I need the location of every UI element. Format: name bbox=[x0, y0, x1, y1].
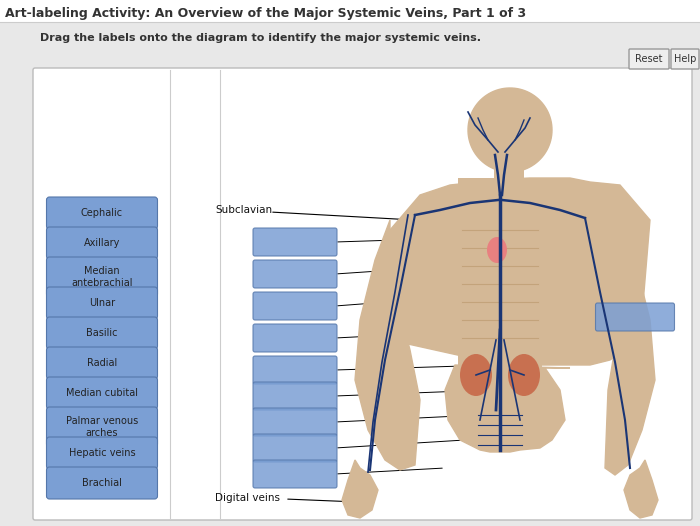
Polygon shape bbox=[390, 178, 650, 365]
Bar bbox=[0, 0, 700, 22]
Text: Axillary: Axillary bbox=[84, 238, 120, 248]
FancyBboxPatch shape bbox=[46, 437, 158, 469]
FancyBboxPatch shape bbox=[671, 49, 699, 69]
Polygon shape bbox=[468, 88, 552, 172]
Text: Brachial: Brachial bbox=[82, 478, 122, 488]
Polygon shape bbox=[605, 220, 655, 475]
FancyBboxPatch shape bbox=[46, 227, 158, 259]
Polygon shape bbox=[445, 365, 570, 452]
Text: Median
antebrachial: Median antebrachial bbox=[71, 266, 133, 288]
Ellipse shape bbox=[508, 354, 540, 396]
FancyBboxPatch shape bbox=[46, 347, 158, 379]
Polygon shape bbox=[624, 460, 658, 518]
FancyBboxPatch shape bbox=[253, 460, 337, 488]
FancyBboxPatch shape bbox=[253, 382, 337, 410]
Text: Hepatic veins: Hepatic veins bbox=[69, 448, 135, 458]
FancyBboxPatch shape bbox=[253, 434, 337, 462]
Text: Drag the labels onto the diagram to identify the major systemic veins.: Drag the labels onto the diagram to iden… bbox=[40, 33, 481, 43]
FancyBboxPatch shape bbox=[596, 303, 675, 331]
FancyBboxPatch shape bbox=[253, 408, 337, 436]
Polygon shape bbox=[342, 460, 378, 518]
FancyBboxPatch shape bbox=[253, 228, 337, 256]
Text: Palmar venous
arches: Palmar venous arches bbox=[66, 416, 138, 438]
Text: Subclavian: Subclavian bbox=[215, 205, 272, 215]
Text: Help: Help bbox=[674, 54, 696, 64]
Text: Ulnar: Ulnar bbox=[89, 298, 115, 308]
Text: Cephalic: Cephalic bbox=[81, 208, 123, 218]
FancyBboxPatch shape bbox=[253, 356, 337, 384]
Bar bbox=[458, 178, 542, 368]
FancyBboxPatch shape bbox=[33, 68, 692, 520]
FancyBboxPatch shape bbox=[46, 407, 158, 447]
Text: Radial: Radial bbox=[87, 358, 117, 368]
Text: Art-labeling Activity: An Overview of the Major Systemic Veins, Part 1 of 3: Art-labeling Activity: An Overview of th… bbox=[5, 6, 526, 19]
FancyBboxPatch shape bbox=[46, 377, 158, 409]
Text: Reset: Reset bbox=[636, 54, 663, 64]
Text: Median cubital: Median cubital bbox=[66, 388, 138, 398]
FancyBboxPatch shape bbox=[629, 49, 669, 69]
FancyBboxPatch shape bbox=[46, 287, 158, 319]
Ellipse shape bbox=[487, 237, 507, 263]
FancyBboxPatch shape bbox=[253, 324, 337, 352]
Polygon shape bbox=[355, 220, 420, 470]
Bar bbox=[494, 168, 524, 198]
Ellipse shape bbox=[460, 354, 492, 396]
FancyBboxPatch shape bbox=[46, 467, 158, 499]
FancyBboxPatch shape bbox=[253, 292, 337, 320]
Text: Basilic: Basilic bbox=[86, 328, 118, 338]
FancyBboxPatch shape bbox=[46, 257, 158, 297]
FancyBboxPatch shape bbox=[46, 197, 158, 229]
FancyBboxPatch shape bbox=[253, 260, 337, 288]
FancyBboxPatch shape bbox=[46, 317, 158, 349]
Text: Digital veins: Digital veins bbox=[215, 493, 280, 503]
